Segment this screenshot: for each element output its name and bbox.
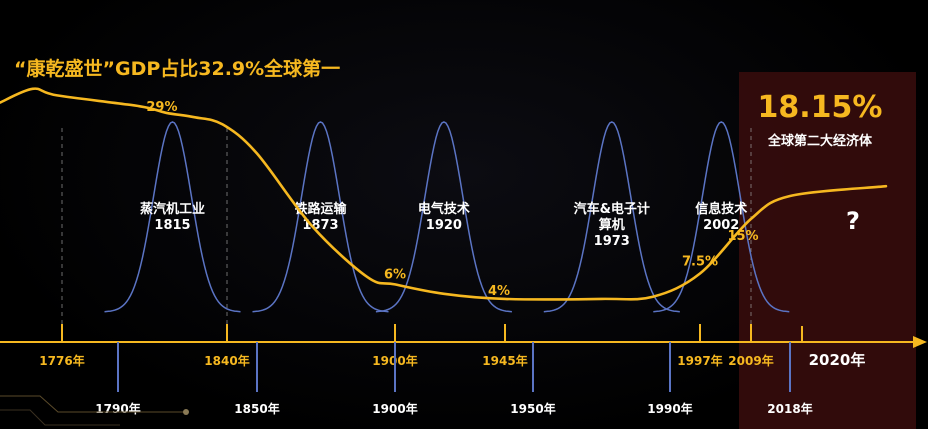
highlight-subtitle: 全球第二大经济体 bbox=[767, 134, 872, 149]
wave-curve-4 bbox=[543, 121, 680, 313]
upper-tick-label-2: 1840年 bbox=[204, 353, 249, 368]
chart-title: “康乾盛世”GDP占比32.9%全球第一 bbox=[14, 58, 341, 80]
lower-tick-label-6: 2018年 bbox=[767, 401, 812, 416]
point-label-5: 15% bbox=[727, 229, 758, 244]
point-label-1: 29% bbox=[146, 100, 177, 115]
decor-circuit-2 bbox=[0, 409, 120, 426]
axis-end-label: 2020年 bbox=[809, 351, 866, 369]
point-label-3: 4% bbox=[488, 284, 510, 299]
highlight-value: 18.15% bbox=[757, 90, 883, 125]
wave-year-1: 1815 bbox=[154, 218, 190, 233]
upper-tick-label-5: 1997年 bbox=[677, 353, 722, 368]
wave-label-4-line2: 算机 bbox=[599, 217, 625, 233]
decor-circuit-dot bbox=[183, 409, 189, 415]
lower-tick-label-5: 1990年 bbox=[647, 401, 692, 416]
wave-curve-2 bbox=[252, 121, 389, 313]
wave-label-3: 电气技术 bbox=[418, 201, 470, 217]
wave-label-2: 铁路运输 bbox=[293, 201, 347, 217]
wave-curve-5 bbox=[653, 121, 790, 313]
wave-year-2: 1873 bbox=[302, 218, 338, 233]
wave-label-1: 蒸汽机工业 bbox=[140, 201, 205, 217]
wave-curve-1 bbox=[104, 121, 241, 313]
future-question-mark: ? bbox=[846, 207, 860, 235]
wave-curve-3 bbox=[375, 121, 512, 313]
lower-tick-label-1: 1790年 bbox=[95, 401, 140, 416]
upper-tick-label-6: 2009年 bbox=[728, 353, 773, 368]
lower-tick-label-2: 1850年 bbox=[234, 401, 279, 416]
wave-label-5: 信息技术 bbox=[695, 201, 747, 217]
timeline-arrow bbox=[913, 336, 927, 348]
point-label-4: 7.5% bbox=[682, 254, 718, 269]
upper-tick-label-1: 1776年 bbox=[39, 353, 84, 368]
wave-year-5: 2002 bbox=[703, 218, 739, 233]
wave-label-4: 汽车&电子计 bbox=[574, 201, 650, 217]
lower-tick-label-3: 1900年 bbox=[372, 401, 417, 416]
upper-tick-label-4: 1945年 bbox=[482, 353, 527, 368]
highlight-panel bbox=[739, 72, 916, 429]
wave-year-4: 1973 bbox=[594, 234, 630, 249]
decor-circuit-1 bbox=[0, 395, 185, 413]
point-label-2: 6% bbox=[384, 267, 406, 282]
gdp-share-line bbox=[0, 87, 888, 301]
lower-tick-label-4: 1950年 bbox=[510, 401, 555, 416]
wave-year-3: 1920 bbox=[426, 218, 462, 233]
